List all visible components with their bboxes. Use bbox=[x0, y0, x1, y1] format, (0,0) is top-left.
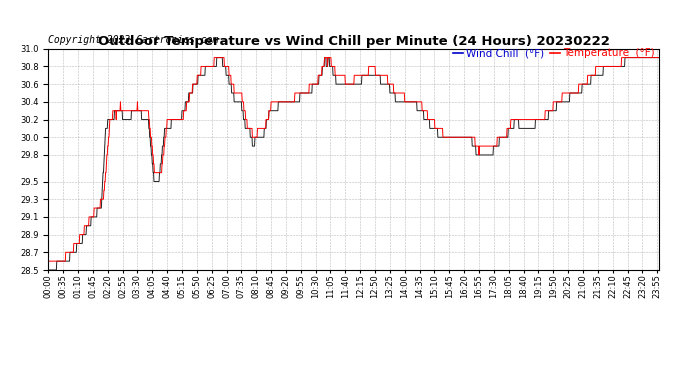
Wind Chill  (°F) bbox=[165, 126, 173, 130]
Wind Chill  (°F) bbox=[248, 144, 257, 148]
Line: Wind Chill  (°F): Wind Chill (°F) bbox=[48, 58, 659, 270]
Line: Temperature  (°F): Temperature (°F) bbox=[48, 58, 659, 261]
Wind Chill  (°F) bbox=[655, 56, 663, 60]
Legend: Wind Chill  (°F), Temperature  (°F): Wind Chill (°F), Temperature (°F) bbox=[448, 44, 659, 63]
Wind Chill  (°F) bbox=[44, 268, 52, 272]
Temperature  (°F) bbox=[655, 56, 663, 60]
Temperature  (°F) bbox=[248, 135, 257, 140]
Temperature  (°F) bbox=[180, 108, 188, 113]
Temperature  (°F) bbox=[44, 259, 52, 263]
Wind Chill  (°F) bbox=[180, 108, 188, 113]
Wind Chill  (°F) bbox=[529, 126, 537, 130]
Temperature  (°F) bbox=[449, 135, 457, 140]
Wind Chill  (°F) bbox=[213, 56, 221, 60]
Wind Chill  (°F) bbox=[449, 135, 457, 140]
Temperature  (°F) bbox=[529, 117, 537, 122]
Wind Chill  (°F) bbox=[582, 82, 591, 86]
Temperature  (°F) bbox=[582, 82, 591, 86]
Temperature  (°F) bbox=[210, 56, 218, 60]
Text: Copyright 2023 Cartronics.com: Copyright 2023 Cartronics.com bbox=[48, 35, 219, 45]
Title: Outdoor Temperature vs Wind Chill per Minute (24 Hours) 20230222: Outdoor Temperature vs Wind Chill per Mi… bbox=[98, 34, 609, 48]
Temperature  (°F) bbox=[165, 117, 173, 122]
